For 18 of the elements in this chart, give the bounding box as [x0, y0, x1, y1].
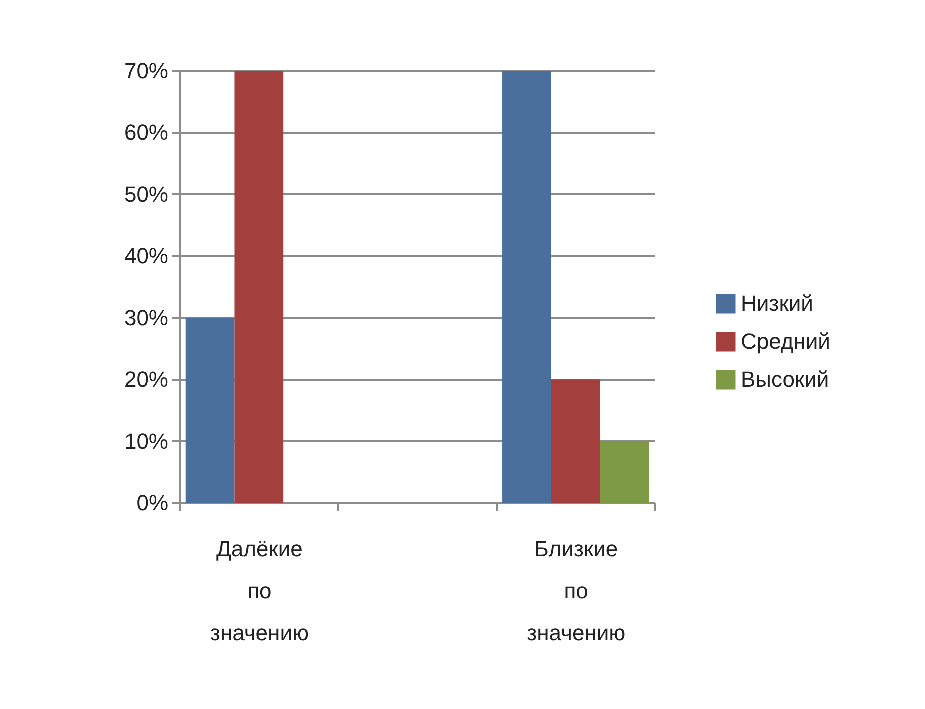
y-tick-label: 40% [124, 244, 168, 269]
y-tick-label: 60% [124, 120, 168, 146]
x-tick-label: Далёкие по значению [210, 536, 309, 646]
y-tick-label: 30% [124, 305, 168, 330]
bar [600, 441, 650, 503]
y-tick-label: 0% [136, 490, 168, 516]
y-tick-label: 10% [124, 428, 168, 454]
legend-label: Средний [741, 329, 830, 354]
bar [551, 380, 600, 503]
bar [234, 71, 284, 503]
y-tick-label: 50% [124, 182, 168, 207]
y-tick-label: 20% [124, 367, 168, 392]
legend-label: Высокий [741, 367, 830, 392]
x-tick-label: Близкие по значению [527, 536, 626, 646]
bar [502, 71, 552, 503]
bar [186, 318, 235, 503]
y-tick-label: 70% [124, 58, 168, 84]
legend-label: Низкий [741, 291, 814, 316]
